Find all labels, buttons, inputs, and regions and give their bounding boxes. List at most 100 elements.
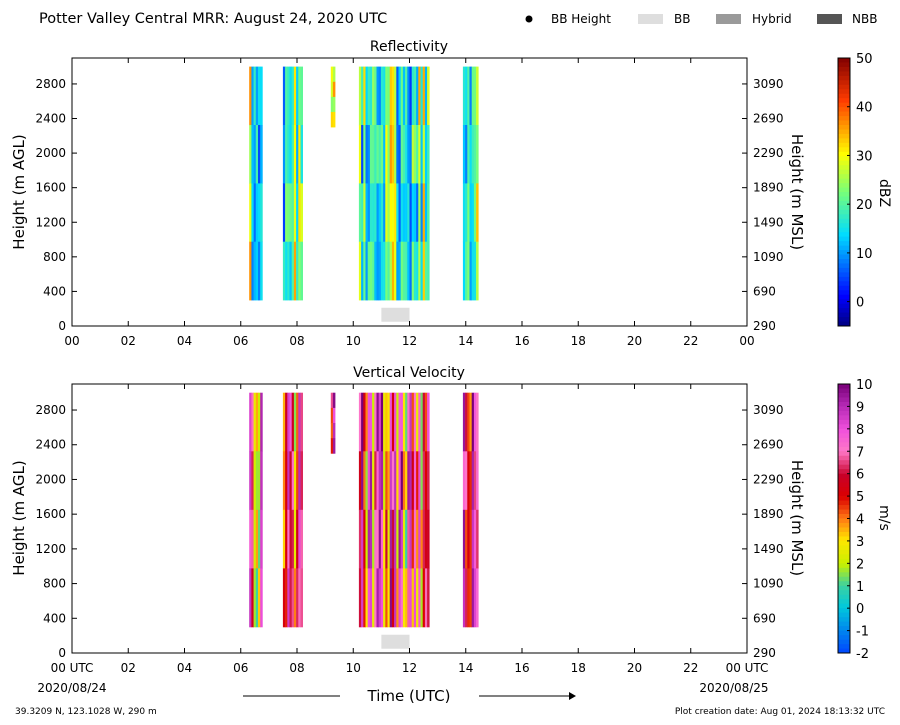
precip-cell bbox=[469, 125, 472, 184]
x-tick-label: 02 bbox=[121, 661, 136, 675]
x-tick-label: 00 bbox=[739, 334, 754, 348]
precip-cell bbox=[332, 112, 336, 128]
precip-cell bbox=[282, 241, 286, 301]
precip-cell bbox=[400, 509, 404, 569]
precip-cell bbox=[413, 451, 417, 511]
precip-cell bbox=[378, 241, 382, 301]
precip-cell bbox=[332, 423, 336, 439]
precip-cell bbox=[409, 509, 412, 569]
precip-cell bbox=[427, 125, 430, 184]
precip-cell bbox=[383, 509, 386, 569]
colorbar-cell bbox=[838, 71, 850, 77]
colorbar-cell bbox=[838, 308, 850, 313]
y-tick-label: 1600 bbox=[35, 181, 66, 195]
colorbar-cell bbox=[838, 84, 850, 90]
precip-cell bbox=[296, 125, 299, 184]
colorbar-cell bbox=[838, 522, 850, 528]
colorbar-cell bbox=[838, 419, 850, 425]
colorbar-cell bbox=[838, 276, 850, 282]
colorbar-cell bbox=[838, 263, 850, 269]
precip-cell bbox=[471, 241, 475, 301]
precip-segment bbox=[282, 66, 303, 301]
precip-cell bbox=[300, 509, 303, 569]
precip-cell bbox=[332, 392, 336, 409]
precip-cell bbox=[380, 509, 384, 569]
precip-segment bbox=[358, 392, 430, 628]
colorbar-cell bbox=[838, 648, 850, 654]
precip-cell bbox=[476, 568, 479, 628]
colorbar-cell bbox=[838, 138, 850, 144]
colorbar-cell bbox=[838, 133, 850, 139]
colorbar-cell bbox=[838, 401, 850, 407]
precip-cell bbox=[376, 451, 379, 511]
x-tick-label: 14 bbox=[458, 661, 473, 675]
precip-cell bbox=[282, 509, 286, 569]
precip-cell bbox=[385, 125, 388, 184]
precip-cell bbox=[380, 125, 384, 184]
precip-cell bbox=[467, 568, 470, 628]
precip-cell bbox=[398, 509, 401, 569]
y-tick-label: 2000 bbox=[35, 146, 66, 160]
precip-cell bbox=[418, 241, 421, 301]
precip-cell bbox=[298, 509, 301, 569]
precip-cell bbox=[467, 241, 470, 301]
precip-cell bbox=[407, 509, 410, 569]
x-tick-label: 18 bbox=[571, 334, 586, 348]
precip-cell bbox=[298, 183, 301, 243]
colorbar-cell bbox=[838, 626, 850, 631]
precip-segment bbox=[330, 392, 336, 454]
legend-bb-height-marker bbox=[525, 15, 533, 23]
precip-cell bbox=[383, 568, 386, 628]
legend-bb-label: BB bbox=[674, 12, 690, 26]
precip-cell bbox=[282, 392, 286, 452]
precip-cell bbox=[387, 451, 390, 511]
precip-cell bbox=[469, 392, 472, 452]
colorbar-cell bbox=[838, 147, 850, 153]
precip-cell bbox=[298, 125, 301, 184]
colorbar-cell bbox=[838, 241, 850, 246]
precip-cell bbox=[467, 66, 470, 126]
precip-cell bbox=[427, 66, 430, 126]
precip-cell bbox=[387, 568, 390, 628]
precip-cell bbox=[363, 125, 366, 184]
y-tick-label: 400 bbox=[43, 611, 66, 625]
precip-cell bbox=[374, 392, 377, 452]
colorbar-cell bbox=[838, 505, 850, 510]
precip-cell bbox=[400, 125, 404, 184]
precip-cell bbox=[253, 509, 257, 569]
precip-cell bbox=[471, 125, 475, 184]
precip-cell bbox=[418, 568, 421, 628]
colorbar-cell bbox=[838, 303, 850, 309]
precip-cell bbox=[300, 66, 303, 126]
precip-cell bbox=[358, 568, 362, 628]
precip-cell bbox=[416, 451, 419, 511]
colorbar-cell bbox=[838, 169, 850, 175]
precip-cell bbox=[330, 407, 334, 424]
colorbar-cell bbox=[838, 196, 850, 202]
precip-cell bbox=[365, 568, 368, 628]
precip-cell bbox=[251, 392, 254, 452]
precip-cell bbox=[469, 66, 472, 126]
precip-cell bbox=[258, 183, 261, 243]
precip-cell bbox=[374, 241, 377, 301]
precip-cell bbox=[251, 183, 254, 243]
precip-cell bbox=[409, 451, 412, 511]
colorbar-tick-label: 10 bbox=[856, 247, 873, 262]
colorbar-cell bbox=[838, 178, 850, 184]
precip-cell bbox=[398, 568, 401, 628]
precip-cell bbox=[396, 451, 399, 511]
precip-cell bbox=[296, 183, 299, 243]
precip-cell bbox=[465, 183, 468, 243]
colorbar-cell bbox=[838, 160, 850, 166]
start-date: 2020/08/24 bbox=[37, 681, 106, 695]
precip-cell bbox=[405, 125, 408, 184]
colorbar-cell bbox=[838, 518, 850, 524]
colorbar-tick-label: 2 bbox=[856, 557, 864, 572]
precip-cell bbox=[372, 125, 375, 184]
precip-cell bbox=[361, 183, 364, 243]
precip-cell bbox=[411, 451, 415, 511]
precip-cell bbox=[293, 392, 297, 452]
precip-cell bbox=[374, 183, 377, 243]
colorbar-cell bbox=[838, 406, 850, 412]
precip-cell bbox=[405, 241, 408, 301]
